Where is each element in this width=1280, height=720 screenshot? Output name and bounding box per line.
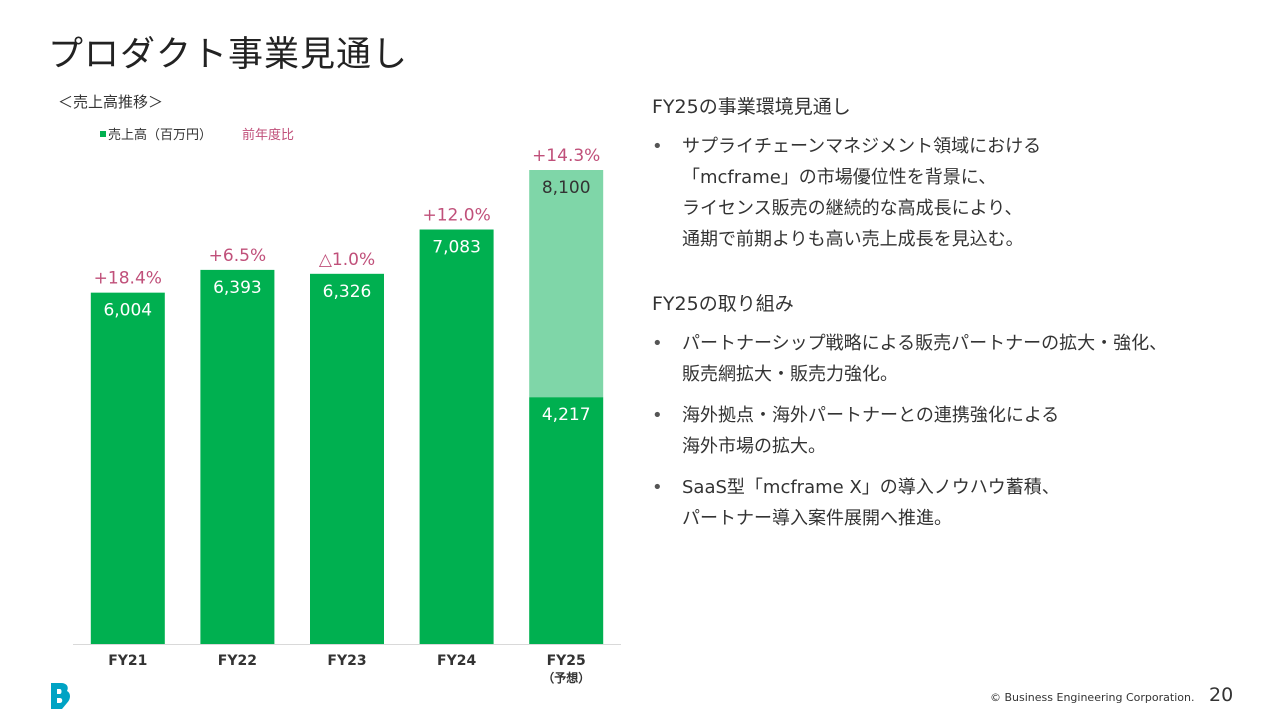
category-sublabel-fy25: （予想） — [542, 670, 590, 685]
section2-list: • パートナーシップ戦略による販売パートナーの拡大・強化、 販売網拡大・販売力強化。… — [652, 328, 1252, 534]
bar-fy25-forecast — [529, 170, 604, 398]
yoy-label-fy22: +6.5% — [209, 246, 266, 266]
category-label-fy25: FY25 — [547, 653, 586, 669]
bullet-dot: • — [652, 333, 663, 354]
bar-fy25-actual — [529, 397, 604, 644]
legend-sales-label: 売上高（百万円） — [108, 128, 213, 143]
sales-bar-chart: 6,004 +18.4% FY21 6,393 +6.5% FY22 6,326 △1.0% F… — [73, 146, 621, 685]
legend-yoy-label: 前年度比 — [242, 128, 295, 143]
value-label-fy25-forecast: 8,100 — [542, 178, 591, 198]
section2-item: • パートナーシップ戦略による販売パートナーの拡大・強化、 販売網拡大・販売力強化。 — [652, 328, 1252, 390]
section1-item-line: ライセンス販売の継続的な高成長により、 — [682, 198, 1023, 219]
bar-fy21 — [90, 292, 165, 644]
section1-item-line: 通期で前期よりも高い売上成長を見込む。 — [682, 229, 1024, 250]
section2-item: • 海外拠点・海外パートナーとの連携強化による 海外市場の拡大。 — [652, 400, 1252, 462]
outlook-panel: FY25の事業環境見通し • サプライチェーンマネジメント領域における 「mcfra… — [652, 92, 1252, 544]
section2-heading: FY25の取り組み — [652, 293, 794, 315]
category-label-fy22: FY22 — [218, 653, 257, 669]
bullet-dot: • — [652, 477, 663, 498]
bar-fy24 — [419, 229, 494, 644]
section1-heading: FY25の事業環境見通し — [652, 96, 851, 118]
section2-item-line: パートナーシップ戦略による販売パートナーの拡大・強化、 — [682, 333, 1168, 354]
bar-fy22 — [200, 269, 275, 644]
chart-legend: 売上高（百万円） 前年度比 — [100, 124, 294, 143]
section1-item-line: 「mcframe」の市場優位性を背景に、 — [682, 167, 997, 188]
value-label-fy21: 6,004 — [103, 301, 152, 321]
section1-list: • サプライチェーンマネジメント領域における 「mcframe」の市場優位性を背景に… — [652, 131, 1252, 255]
section1-item: • サプライチェーンマネジメント領域における 「mcframe」の市場優位性を背景に… — [652, 131, 1252, 255]
category-label-fy23: FY23 — [327, 653, 366, 669]
section2-item-line: 海外市場の拡大。 — [682, 436, 826, 457]
category-label-fy21: FY21 — [108, 653, 147, 669]
section2-item-line: パートナー導入案件展開へ推進。 — [682, 508, 952, 529]
page-title: プロダクト事業見通し — [48, 35, 409, 75]
section1-item-line: サプライチェーンマネジメント領域における — [682, 136, 1042, 157]
section2-item: • SaaS型「mcframe X」の導入ノウハウ蓄積、 パートナー導入案件展開へ推… — [652, 472, 1252, 534]
value-label-fy23: 6,326 — [323, 282, 372, 302]
copyright-text: © Business Engineering Corporation. — [990, 691, 1195, 704]
yoy-label-fy23: △1.0% — [319, 250, 375, 270]
bullet-dot: • — [652, 405, 663, 426]
value-label-fy25-actual: 4,217 — [542, 405, 591, 425]
legend-swatch-sales — [100, 130, 106, 137]
bullet-dot: • — [652, 136, 663, 157]
b-logo-icon — [51, 683, 70, 709]
chart-subtitle: ＜売上高推移＞ — [58, 93, 164, 111]
yoy-label-fy25: +14.3% — [532, 146, 600, 166]
yoy-label-fy24: +12.0% — [422, 206, 490, 226]
section2-item-line: 海外拠点・海外パートナーとの連携強化による — [682, 405, 1060, 426]
value-label-fy24: 7,083 — [432, 238, 481, 258]
value-label-fy22: 6,393 — [213, 278, 262, 298]
section2-item-line: SaaS型「mcframe X」の導入ノウハウ蓄積、 — [682, 477, 1060, 498]
section2-item-line: 販売網拡大・販売力強化。 — [682, 364, 898, 385]
category-label-fy24: FY24 — [437, 653, 476, 669]
legend-sales: 売上高（百万円） — [100, 124, 212, 143]
yoy-label-fy21: +18.4% — [94, 269, 162, 289]
bar-fy23 — [310, 273, 384, 644]
page-number: 20 — [1209, 684, 1234, 706]
